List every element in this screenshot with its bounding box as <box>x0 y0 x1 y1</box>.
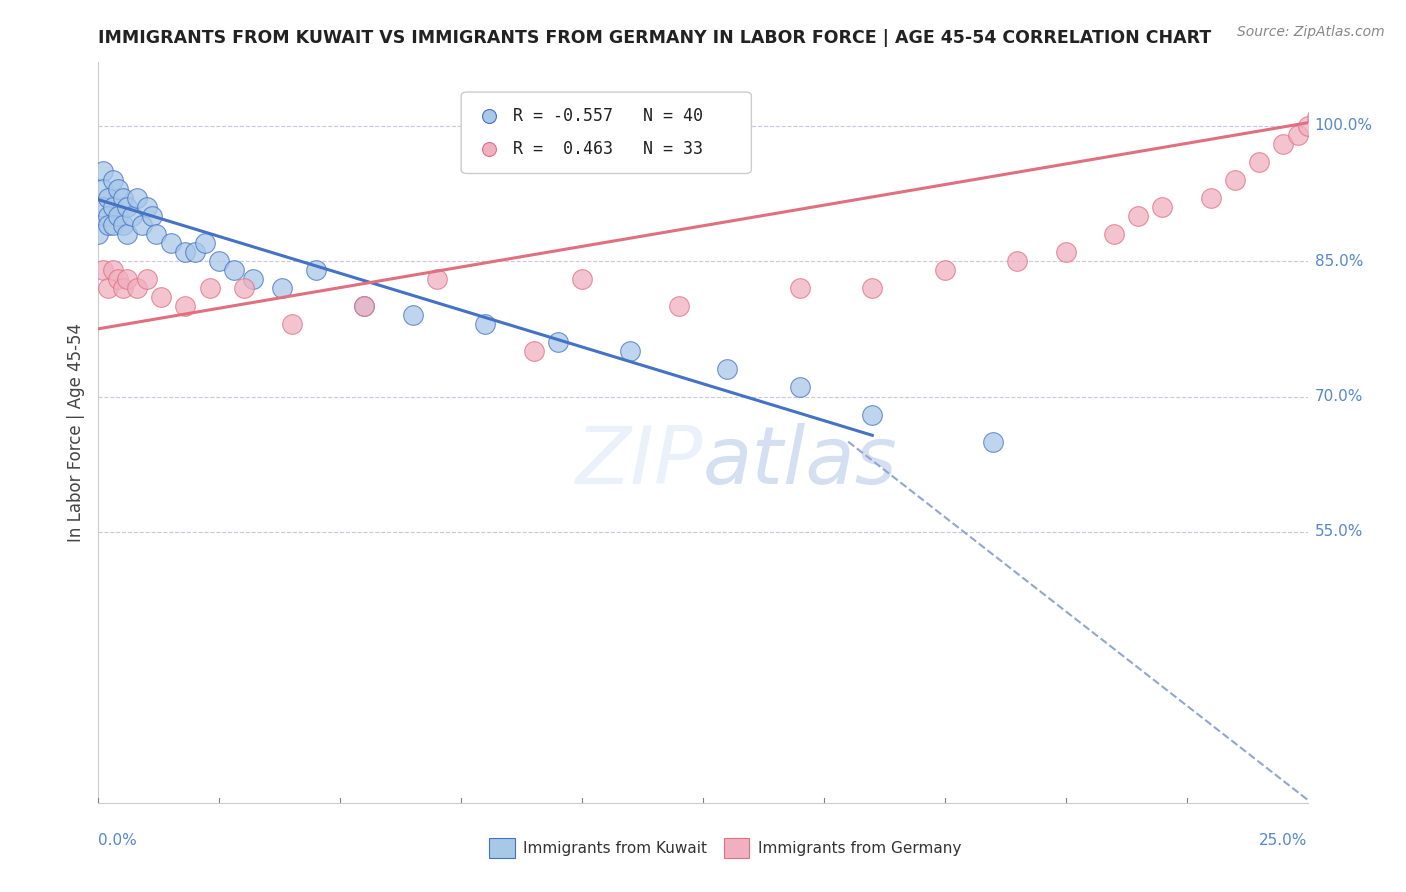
Point <box>1306 110 1329 124</box>
Point <box>97 218 120 232</box>
Point <box>619 344 641 359</box>
Point <box>571 272 593 286</box>
Point <box>1286 128 1309 142</box>
Point <box>1102 227 1125 241</box>
Point <box>1223 173 1246 187</box>
Text: ZIP: ZIP <box>575 423 703 501</box>
Point <box>1007 254 1029 268</box>
Point <box>194 235 217 250</box>
Point <box>145 227 167 241</box>
Text: 100.0%: 100.0% <box>1315 118 1372 133</box>
FancyBboxPatch shape <box>461 92 751 173</box>
Point <box>91 163 114 178</box>
Text: 85.0%: 85.0% <box>1315 253 1362 268</box>
Point <box>242 272 264 286</box>
Point <box>91 200 114 214</box>
Point <box>141 209 163 223</box>
Point <box>111 281 134 295</box>
Text: 0.0%: 0.0% <box>98 833 138 848</box>
Point <box>402 308 425 322</box>
Point <box>281 318 304 332</box>
Point <box>101 200 124 214</box>
Point <box>1199 191 1222 205</box>
Point <box>101 173 124 187</box>
Point <box>860 408 883 422</box>
Point <box>135 200 157 214</box>
Point <box>97 281 120 295</box>
Point <box>127 281 149 295</box>
Point <box>1296 119 1319 133</box>
Point <box>1128 209 1150 223</box>
Text: atlas: atlas <box>703 423 898 501</box>
Point <box>107 209 129 223</box>
Text: R =  0.463   N = 33: R = 0.463 N = 33 <box>513 140 703 158</box>
Point <box>1054 245 1077 260</box>
Point <box>135 272 157 286</box>
Text: R = -0.557   N = 40: R = -0.557 N = 40 <box>513 108 703 126</box>
Point <box>127 191 149 205</box>
Point <box>111 191 134 205</box>
Y-axis label: In Labor Force | Age 45-54: In Labor Force | Age 45-54 <box>66 323 84 542</box>
Point <box>111 218 134 232</box>
Point <box>474 318 496 332</box>
Point <box>934 263 956 277</box>
Point <box>222 263 245 277</box>
Point <box>160 235 183 250</box>
Point <box>232 281 254 295</box>
Point <box>426 272 449 286</box>
Text: 70.0%: 70.0% <box>1315 389 1362 404</box>
Point <box>174 245 197 260</box>
Point <box>716 362 738 376</box>
Point <box>198 281 221 295</box>
Point <box>91 263 114 277</box>
Point <box>353 299 375 313</box>
Point <box>789 380 811 394</box>
Point <box>174 299 197 313</box>
Point <box>91 182 114 196</box>
Point <box>97 191 120 205</box>
Text: 25.0%: 25.0% <box>1260 833 1308 848</box>
Point <box>117 227 139 241</box>
Point <box>101 263 124 277</box>
Point <box>97 209 120 223</box>
Point <box>121 209 143 223</box>
Point <box>87 227 110 241</box>
Point <box>981 434 1004 449</box>
Point <box>789 281 811 295</box>
Point <box>107 182 129 196</box>
Point <box>117 272 139 286</box>
Point <box>271 281 294 295</box>
Point <box>860 281 883 295</box>
Point <box>107 272 129 286</box>
Text: 55.0%: 55.0% <box>1315 524 1362 540</box>
Point <box>101 218 124 232</box>
Point <box>1272 136 1295 151</box>
Point <box>668 299 690 313</box>
Point <box>208 254 231 268</box>
Point <box>1152 200 1174 214</box>
Point <box>150 290 173 304</box>
Point <box>1249 154 1271 169</box>
Text: IMMIGRANTS FROM KUWAIT VS IMMIGRANTS FROM GERMANY IN LABOR FORCE | AGE 45-54 COR: IMMIGRANTS FROM KUWAIT VS IMMIGRANTS FRO… <box>98 29 1212 47</box>
Point <box>547 335 569 350</box>
Point <box>184 245 207 260</box>
Point <box>523 344 546 359</box>
Point <box>305 263 328 277</box>
Text: Immigrants from Kuwait: Immigrants from Kuwait <box>523 841 707 855</box>
Point <box>117 200 139 214</box>
Text: Immigrants from Germany: Immigrants from Germany <box>758 841 962 855</box>
Point <box>131 218 153 232</box>
Point <box>353 299 375 313</box>
Text: Source: ZipAtlas.com: Source: ZipAtlas.com <box>1237 25 1385 39</box>
